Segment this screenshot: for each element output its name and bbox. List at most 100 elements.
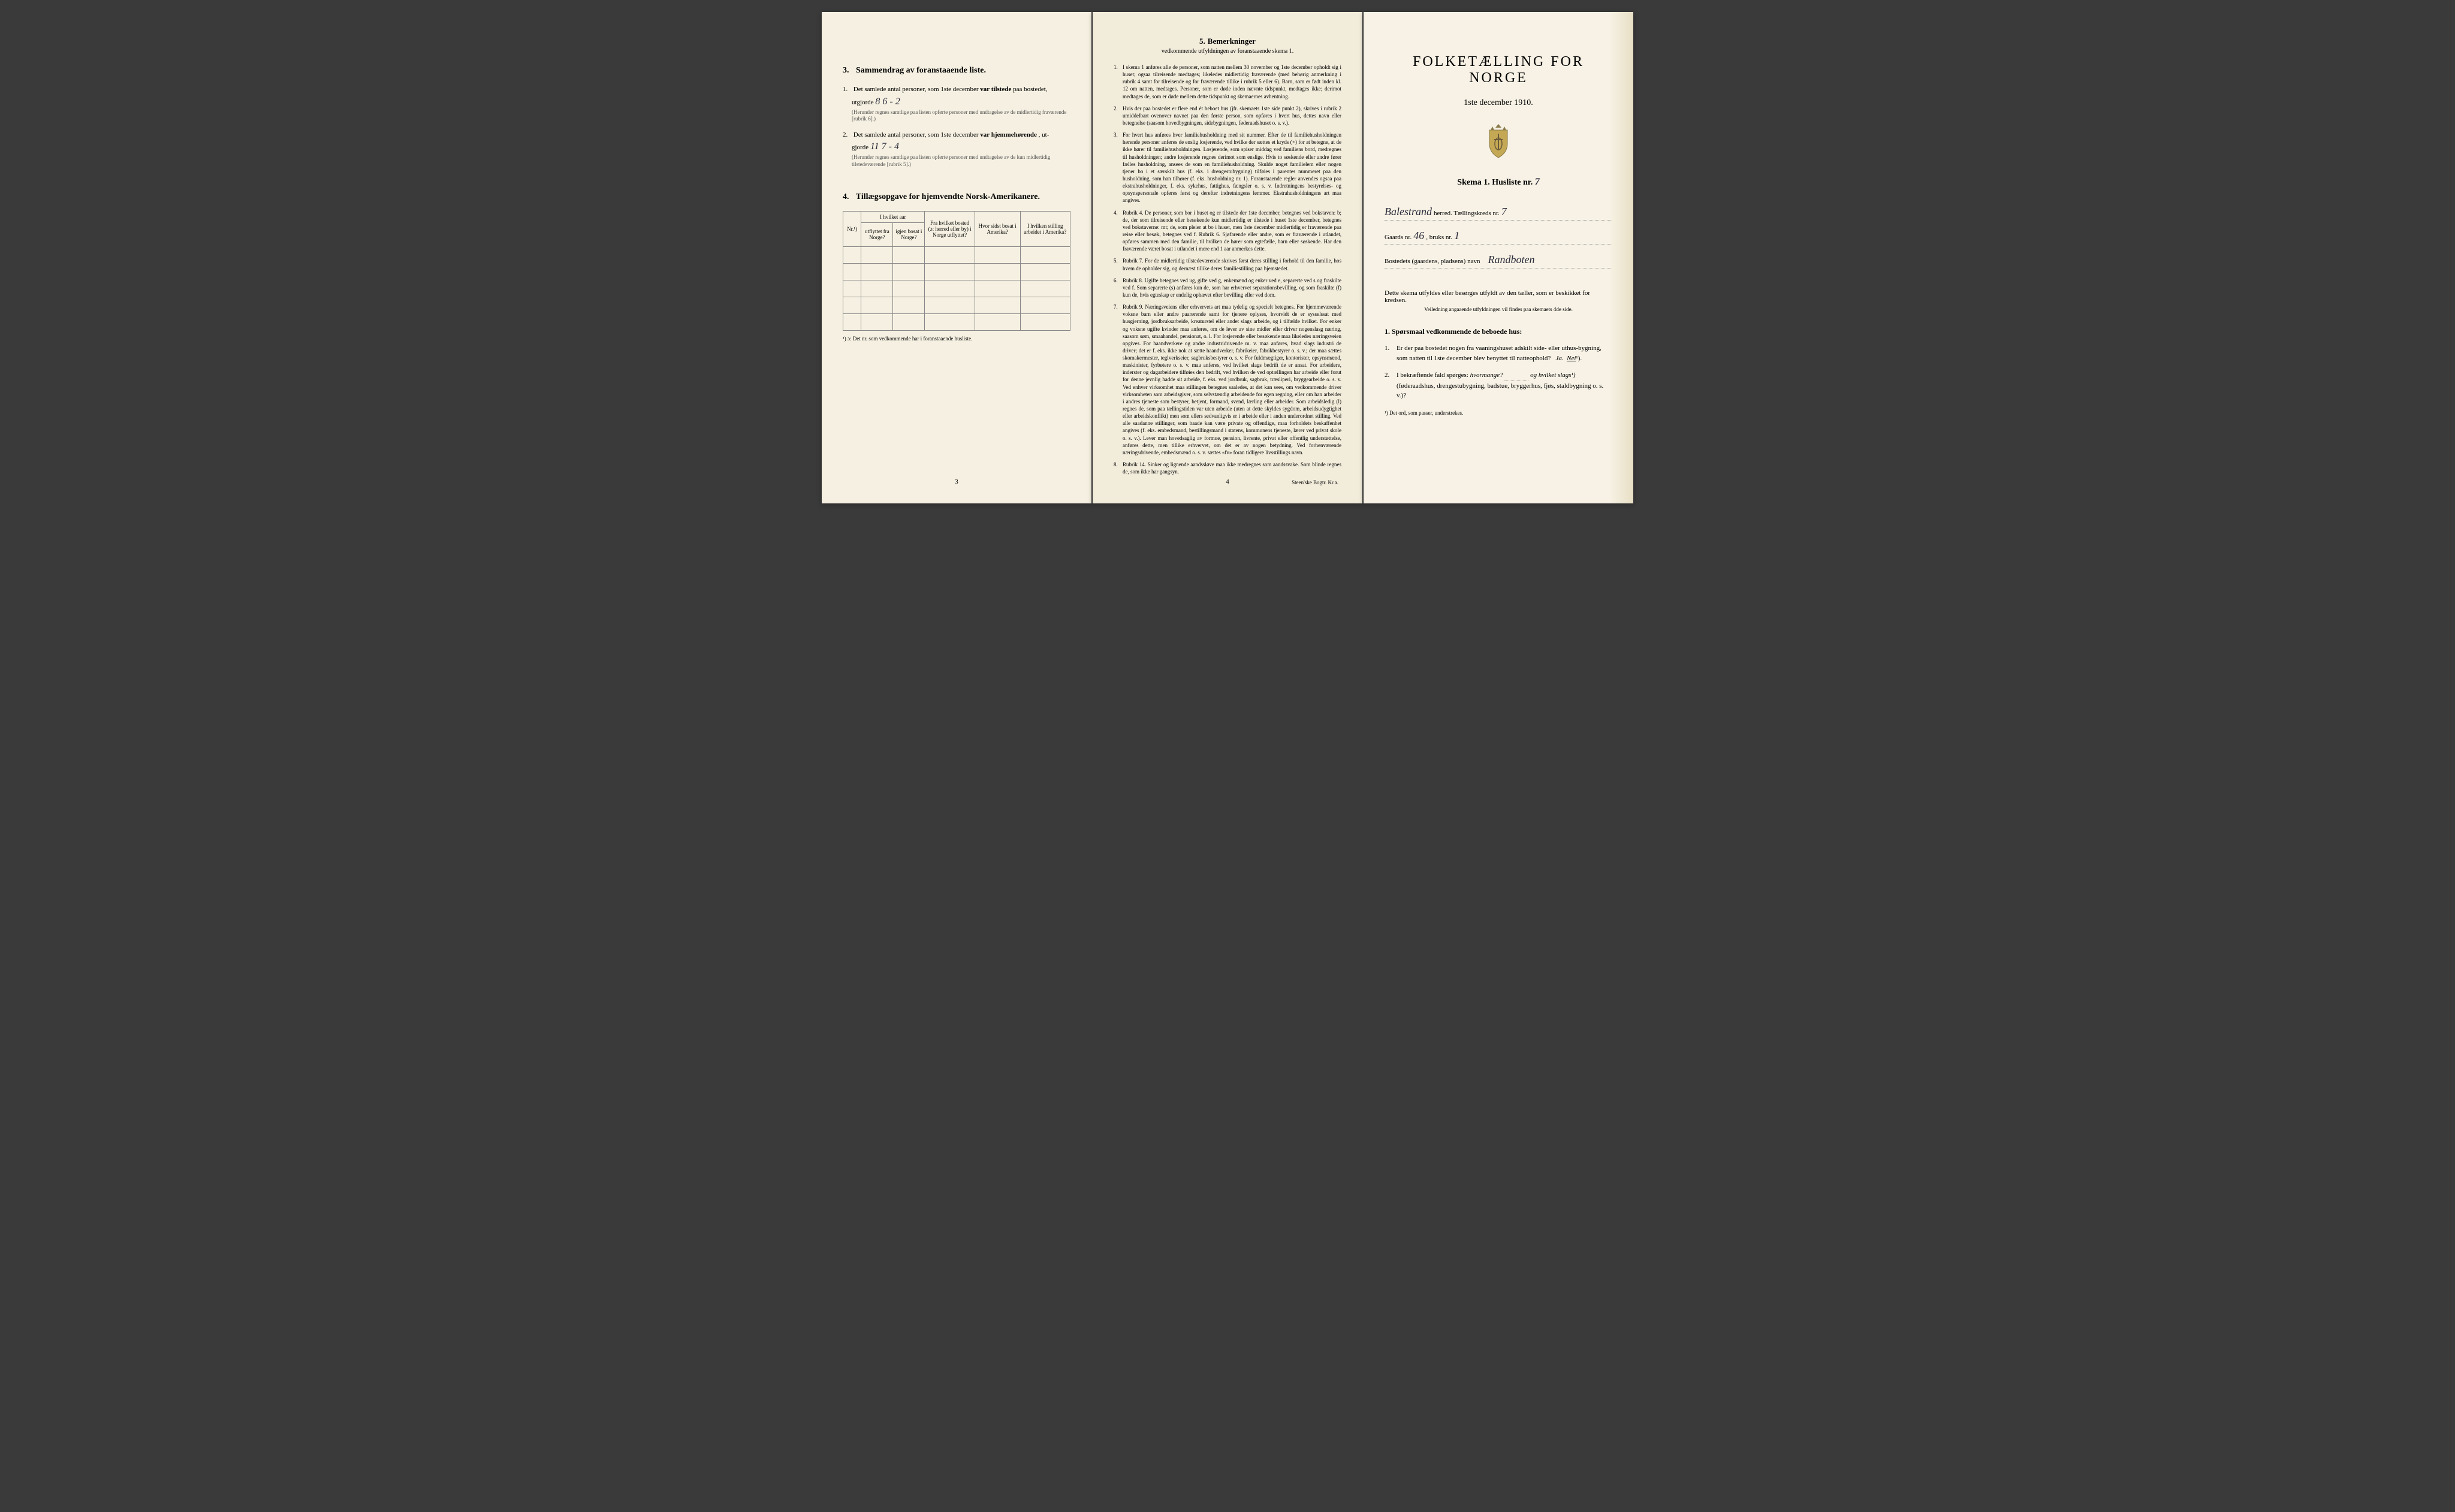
bosted-handwritten: Randboten — [1488, 253, 1534, 265]
item2-text-before: Det samlede antal personer, som 1ste dec… — [853, 131, 979, 138]
table-row — [843, 313, 1070, 330]
section3-item2: 2. Det samlede antal personer, som 1ste … — [843, 130, 1070, 168]
remark-item: 2. Hvis der paa bostedet er flere end ét… — [1114, 105, 1341, 126]
page2-number: 4 — [1226, 478, 1229, 485]
instruction-sub: Veiledning angaaende utfyldningen vil fi… — [1385, 306, 1612, 312]
remark-text: Rubrik 9. Næringsveiens eller erhvervets… — [1123, 303, 1341, 456]
question-2: 2. I bekræftende fald spørges: hvormange… — [1385, 370, 1612, 401]
item2-fineprint: (Herunder regnes samtlige paa listen opf… — [852, 154, 1070, 168]
q1-num: 1. — [1385, 343, 1389, 354]
remark-text: Rubrik 7. For de midlertidig tilstedevær… — [1123, 257, 1341, 271]
gaards-line: Gaards nr. 46 , bruks nr. 1 — [1385, 230, 1612, 245]
bemerk-num: 5. — [1199, 37, 1205, 46]
th-bosted: Fra hvilket bosted (ɔ: herred eller by) … — [925, 211, 975, 246]
section4-title: Tillægsopgave for hjemvendte Norsk-Ameri… — [856, 192, 1040, 201]
remark-num: 3. — [1114, 131, 1123, 204]
q1-ja: Ja. — [1555, 355, 1563, 362]
item1-text-after: paa bostedet, — [1013, 86, 1047, 93]
bruks-num: 1 — [1454, 230, 1459, 242]
herred-handwritten: Balestrand — [1385, 206, 1432, 218]
skema-num: 7 — [1535, 177, 1540, 187]
remark-item: 4. Rubrik 4. De personer, som bor i huse… — [1114, 209, 1341, 253]
remark-num: 5. — [1114, 257, 1123, 271]
section4-num: 4. — [843, 192, 849, 201]
item2-bold: var hjemmehørende — [980, 131, 1037, 138]
remarks-list: 1. I skema 1 anføres alle de personer, s… — [1114, 64, 1341, 475]
table-row — [843, 246, 1070, 263]
remark-num: 7. — [1114, 303, 1123, 456]
skema-line: Skema 1. Husliste nr. 7 — [1385, 177, 1612, 188]
skema-label: Skema 1. Husliste nr. — [1457, 178, 1533, 187]
th-utflyttet: utflyttet fra Norge? — [861, 222, 893, 246]
remark-text: Rubrik 8. Ugifte betegnes ved ug, gifte … — [1123, 277, 1341, 298]
item1-fineprint: (Herunder regnes samtlige paa listen opf… — [852, 109, 1070, 123]
question-1: 1. Er der paa bostedet nogen fra vaaning… — [1385, 343, 1612, 363]
q1-sup: ¹). — [1576, 355, 1582, 362]
page-middle: 5. Bemerkninger vedkommende utfyldningen… — [1093, 12, 1362, 503]
remark-text: I skema 1 anføres alle de personer, som … — [1123, 64, 1341, 100]
bemerk-subtitle: vedkommende utfyldningen av foranstaaend… — [1114, 48, 1341, 55]
item2-text-after: , ut- — [1039, 131, 1049, 138]
section3-header: 3. Sammendrag av foranstaaende liste. — [843, 66, 1070, 76]
th-bosat: igjen bosat i Norge? — [893, 222, 925, 246]
herred-line: Balestrand herred. Tællingskreds nr. 7 — [1385, 206, 1612, 221]
remark-num: 1. — [1114, 64, 1123, 100]
gaards-num: 46 — [1413, 230, 1424, 242]
item1-handwritten: 8 6 - 2 — [875, 96, 900, 107]
amerika-table-section: Nr.¹) I hvilket aar Fra hvilket bosted (… — [843, 211, 1070, 342]
bosted-line: Bostedets (gaardens, pladsens) navn Rand… — [1385, 253, 1612, 268]
p3-footnote: ¹) Det ord, som passer, understrekes. — [1385, 410, 1612, 416]
q2-text-d: (føderaadshus, drengestubygning, badstue… — [1397, 382, 1603, 400]
bemerk-title: Bemerkninger — [1208, 37, 1256, 46]
remark-num: 4. — [1114, 209, 1123, 253]
section3-num: 3. — [843, 66, 849, 75]
section4-header: 4. Tillægsopgave for hjemvendte Norsk-Am… — [843, 192, 1070, 202]
q2-text-a: I bekræftende fald spørges: — [1397, 372, 1468, 379]
item1-bold: var tilstede — [980, 86, 1011, 93]
remark-item: 6. Rubrik 8. Ugifte betegnes ved ug, gif… — [1114, 277, 1341, 298]
remark-num: 6. — [1114, 277, 1123, 298]
table-row — [843, 263, 1070, 280]
remark-text: Rubrik 14. Sinker og lignende aandssløve… — [1123, 461, 1341, 475]
table-row — [843, 280, 1070, 297]
q2-text-b: hvormange? — [1470, 372, 1503, 379]
item2-handwritten: 11 7 - 4 — [870, 141, 899, 152]
item1-text-before: Det samlede antal personer, som 1ste dec… — [853, 86, 979, 93]
page1-number: 3 — [955, 478, 958, 485]
page-right: FOLKETÆLLING FOR NORGE 1ste december 191… — [1364, 12, 1633, 503]
herred-label: herred. Tællingskreds nr. — [1434, 210, 1500, 217]
remark-text: For hvert hus anføres hver familiehushol… — [1123, 131, 1341, 204]
remark-item: 5. Rubrik 7. For de midlertidig tilstede… — [1114, 257, 1341, 271]
th-amerika: Hvor sidst bosat i Amerika? — [975, 211, 1020, 246]
kreds-num: 7 — [1501, 206, 1507, 218]
printer-mark: Steen'ske Bogtr. Kr.a. — [1292, 479, 1338, 485]
coat-of-arms-icon — [1385, 123, 1612, 162]
main-title: FOLKETÆLLING FOR NORGE — [1385, 54, 1612, 86]
q1-nei: Nei — [1567, 355, 1576, 362]
remark-item: 8. Rubrik 14. Sinker og lignende aandssl… — [1114, 461, 1341, 475]
instruction-text: Dette skema utfyldes eller besørges utfy… — [1385, 289, 1612, 304]
th-aar: I hvilket aar — [861, 211, 925, 222]
remark-item: 7. Rubrik 9. Næringsveiens eller erhverv… — [1114, 303, 1341, 456]
page-left: 3. Sammendrag av foranstaaende liste. 1.… — [822, 12, 1091, 503]
remark-num: 8. — [1114, 461, 1123, 475]
item2-num: 2. — [843, 130, 852, 140]
item2-utgjorde: gjorde — [852, 144, 868, 151]
section3-item1: 1. Det samlede antal personer, som 1ste … — [843, 84, 1070, 123]
fill-blank — [1504, 370, 1528, 381]
bruks-label: bruks nr. — [1429, 234, 1453, 241]
question-header: 1. Spørsmaal vedkommende de beboede hus: — [1385, 327, 1612, 336]
item1-num: 1. — [843, 84, 852, 95]
remark-text: Hvis der paa bostedet er flere end ét be… — [1123, 105, 1341, 126]
th-nr: Nr.¹) — [843, 211, 861, 246]
remark-text: Rubrik 4. De personer, som bor i huset o… — [1123, 209, 1341, 253]
q2-num: 2. — [1385, 370, 1389, 381]
section3-title: Sammendrag av foranstaaende liste. — [856, 66, 986, 75]
remark-item: 3. For hvert hus anføres hver familiehus… — [1114, 131, 1341, 204]
th-stilling: I hvilken stilling arbeidet i Amerika? — [1020, 211, 1070, 246]
gaards-label: Gaards nr. — [1385, 234, 1412, 241]
q-header-num: 1. — [1385, 327, 1390, 336]
q-header-text: Spørsmaal vedkommende de beboede hus: — [1392, 327, 1522, 336]
item1-utgjorde: utgjorde — [852, 99, 874, 106]
bosted-label: Bostedets (gaardens, pladsens) navn — [1385, 258, 1480, 265]
